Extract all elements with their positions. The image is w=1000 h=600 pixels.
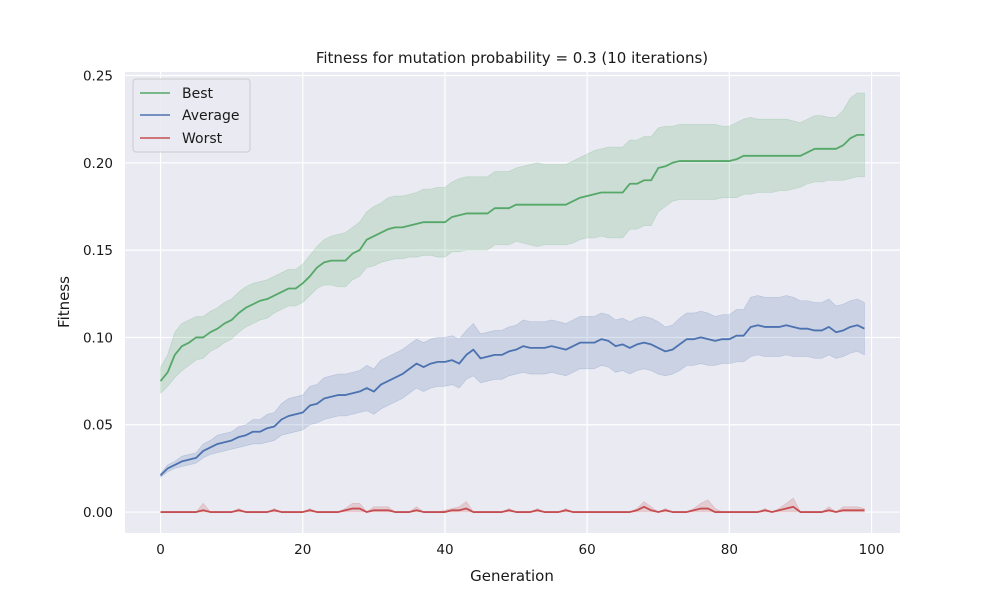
x-tick-label: 60: [579, 542, 596, 558]
series-line-best: [159, 133, 865, 382]
chart-title: Fitness for mutation probability = 0.3 (…: [316, 49, 708, 67]
y-tick-label: 0.00: [83, 505, 113, 521]
x-tick-label: 80: [721, 542, 738, 558]
series-line-average: [159, 324, 865, 477]
y-tick-label: 0.15: [83, 243, 113, 259]
y-tick-label: 0.10: [83, 330, 113, 346]
y-tick-label: 0.25: [83, 68, 113, 84]
x-axis-label: Generation: [470, 567, 554, 585]
legend-label-average: Average: [182, 108, 240, 124]
band-average: [160, 295, 865, 478]
plot-background: [125, 72, 900, 533]
legend-label-best: Best: [182, 86, 214, 102]
y-axis-label: Fitness: [55, 276, 73, 328]
band-best: [160, 92, 865, 395]
x-tick-label: 40: [436, 542, 453, 558]
series-lines: [159, 133, 865, 513]
tick-labels: 0 20 40 60 80 100 0.00 0.05 0.10 0.15 0.20 0.25: [83, 68, 885, 558]
legend: Best Average Worst: [132, 78, 251, 153]
x-tick-label: 0: [156, 542, 165, 558]
y-tick-label: 0.20: [83, 156, 113, 172]
legend-box: [132, 78, 251, 153]
x-tick-label: 100: [859, 542, 885, 558]
y-tick-label: 0.05: [83, 418, 113, 434]
x-tick-label: 20: [294, 542, 311, 558]
series-line-worst: [160, 505, 865, 513]
legend-label-worst: Worst: [182, 131, 223, 147]
